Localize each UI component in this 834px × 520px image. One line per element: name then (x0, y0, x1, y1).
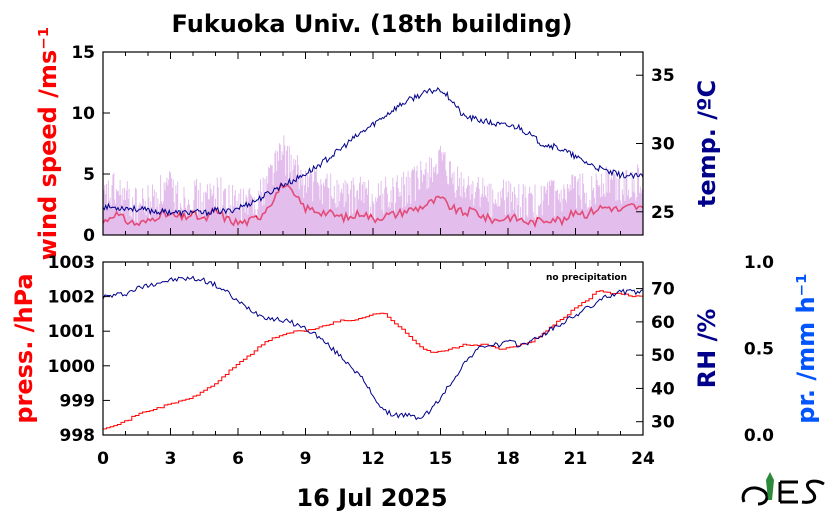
precip-tick-label: 0.5 (744, 340, 774, 360)
left-tick-label: 15 (71, 43, 95, 63)
left-tick-label: 0 (83, 226, 95, 246)
upper-panel: 0 5 10 15 25 30 35 wind speed /ms⁻¹ temp. /ºC (34, 27, 721, 261)
right-tick-label: 50 (651, 346, 675, 366)
x-tick-label: 21 (564, 449, 588, 469)
left-tick-label: 10 (71, 104, 95, 124)
precip-tick-label: 0.0 (744, 426, 774, 446)
series-temperature-line (102, 87, 644, 218)
right-tick-label: 35 (651, 66, 675, 86)
right-tick-label: 70 (651, 280, 675, 300)
left-tick-label: 1000 (48, 357, 95, 377)
series-humidity-line (102, 275, 644, 421)
left-axis-title: press. /hPa (10, 273, 38, 423)
x-axis-ticks: 0 3 6 9 12 15 18 21 24 (97, 449, 655, 469)
left-axis-title: wind speed /ms⁻¹ (34, 27, 62, 261)
right-tick-label: 40 (651, 379, 675, 399)
right-tick-label: 60 (651, 313, 675, 333)
series-pressure-line (103, 290, 644, 430)
no-precipitation-note: no precipitation (546, 273, 627, 283)
right-tick-label: 30 (651, 413, 675, 433)
precip-axis-title: pr. /mm h⁻¹ (792, 273, 820, 423)
left-tick-label: 999 (60, 391, 96, 411)
right-axis-title: RH /% (693, 309, 721, 389)
x-tick-label: 3 (165, 449, 177, 469)
left-tick-label: 998 (60, 426, 96, 446)
x-tick-label: 12 (361, 449, 385, 469)
x-tick-label: 15 (429, 449, 453, 469)
right-tick-label: 25 (651, 203, 675, 223)
panel-frame (102, 261, 644, 436)
left-tick-label: 1002 (48, 288, 95, 308)
right-axis-title: temp. /ºC (693, 80, 721, 207)
x-tick-label: 18 (496, 449, 520, 469)
logo-mark (741, 472, 825, 506)
date-label: 16 Jul 2025 (296, 484, 447, 512)
lower-panel: 998 999 1000 1001 1002 1003 30 40 50 60 70 press. /… (10, 253, 820, 446)
x-tick-label: 9 (300, 449, 312, 469)
x-tick-label: 24 (631, 449, 655, 469)
chart-title: Fukuoka Univ. (18th building) (172, 10, 573, 38)
right-tick-label: 30 (651, 135, 675, 155)
left-tick-label: 1001 (48, 322, 95, 342)
x-tick-label: 6 (232, 449, 244, 469)
precip-tick-label: 1.0 (744, 253, 774, 273)
left-tick-label: 1003 (48, 253, 95, 273)
x-tick-label: 0 (97, 449, 109, 469)
left-tick-label: 5 (83, 165, 95, 185)
